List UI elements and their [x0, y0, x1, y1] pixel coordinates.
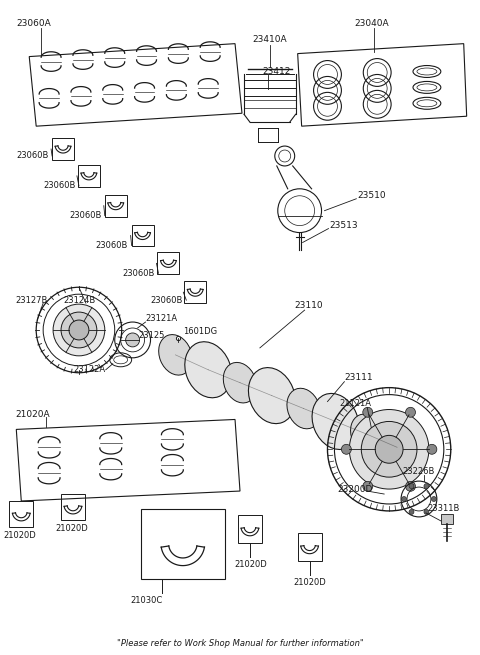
Circle shape: [406, 481, 416, 491]
Circle shape: [126, 333, 140, 347]
Circle shape: [409, 510, 414, 514]
Text: 23226B: 23226B: [402, 466, 434, 476]
Circle shape: [341, 444, 351, 455]
Text: 21020D: 21020D: [55, 525, 88, 533]
Text: 23060B: 23060B: [123, 269, 155, 278]
Text: 23513: 23513: [329, 221, 358, 230]
Text: 23060B: 23060B: [43, 181, 75, 191]
Circle shape: [402, 496, 407, 502]
Text: 21020D: 21020D: [3, 531, 36, 540]
Text: 23510: 23510: [357, 191, 386, 200]
Circle shape: [69, 320, 89, 340]
Bar: [132, 225, 154, 246]
Circle shape: [53, 304, 105, 356]
Circle shape: [363, 481, 373, 491]
Circle shape: [424, 510, 429, 514]
Text: 23124B: 23124B: [63, 295, 96, 305]
Circle shape: [349, 409, 429, 489]
Circle shape: [424, 483, 429, 489]
Circle shape: [61, 312, 97, 348]
Bar: [105, 195, 127, 217]
Text: 23122A: 23122A: [73, 365, 105, 374]
Circle shape: [432, 496, 436, 502]
Bar: [61, 494, 85, 520]
Bar: [9, 501, 33, 527]
Text: 23060B: 23060B: [69, 211, 101, 220]
Ellipse shape: [185, 342, 231, 398]
Ellipse shape: [159, 335, 192, 375]
Bar: [141, 509, 225, 578]
Text: "Please refer to Work Shop Manual for further information": "Please refer to Work Shop Manual for fu…: [117, 639, 363, 648]
Text: 21020D: 21020D: [234, 560, 267, 569]
Text: 23311B: 23311B: [427, 504, 459, 514]
Text: 23412: 23412: [262, 67, 290, 76]
Text: 23125: 23125: [139, 331, 165, 341]
Circle shape: [406, 407, 416, 417]
Bar: [157, 252, 180, 274]
Text: 23060B: 23060B: [96, 241, 128, 250]
Text: 21020D: 21020D: [294, 578, 326, 587]
Text: 23110: 23110: [295, 301, 324, 310]
Text: 23410A: 23410A: [252, 35, 287, 44]
Text: 23060B: 23060B: [151, 295, 183, 305]
Circle shape: [427, 444, 437, 455]
Text: 21121A: 21121A: [339, 399, 372, 408]
Circle shape: [361, 421, 417, 477]
Bar: [52, 138, 74, 160]
Text: 23040A: 23040A: [354, 19, 389, 28]
Text: 23060A: 23060A: [16, 19, 51, 28]
Ellipse shape: [223, 362, 257, 403]
Text: 21020A: 21020A: [15, 410, 50, 419]
Ellipse shape: [374, 419, 420, 476]
Ellipse shape: [350, 414, 384, 455]
Bar: [78, 165, 100, 187]
Bar: [184, 281, 206, 303]
Circle shape: [363, 407, 373, 417]
Text: 23060B: 23060B: [16, 151, 48, 160]
Text: 23121A: 23121A: [145, 314, 178, 322]
Bar: [238, 515, 262, 543]
Ellipse shape: [312, 394, 359, 449]
Circle shape: [409, 483, 414, 489]
Ellipse shape: [249, 367, 295, 424]
Circle shape: [375, 436, 403, 463]
Ellipse shape: [287, 388, 320, 429]
Text: 1601DG: 1601DG: [183, 328, 217, 337]
Text: 23200D: 23200D: [337, 485, 373, 494]
Bar: [298, 533, 322, 561]
Bar: [441, 514, 453, 524]
Text: 23111: 23111: [344, 373, 373, 383]
Text: 23127B: 23127B: [15, 295, 48, 305]
Text: 21030C: 21030C: [131, 596, 163, 605]
